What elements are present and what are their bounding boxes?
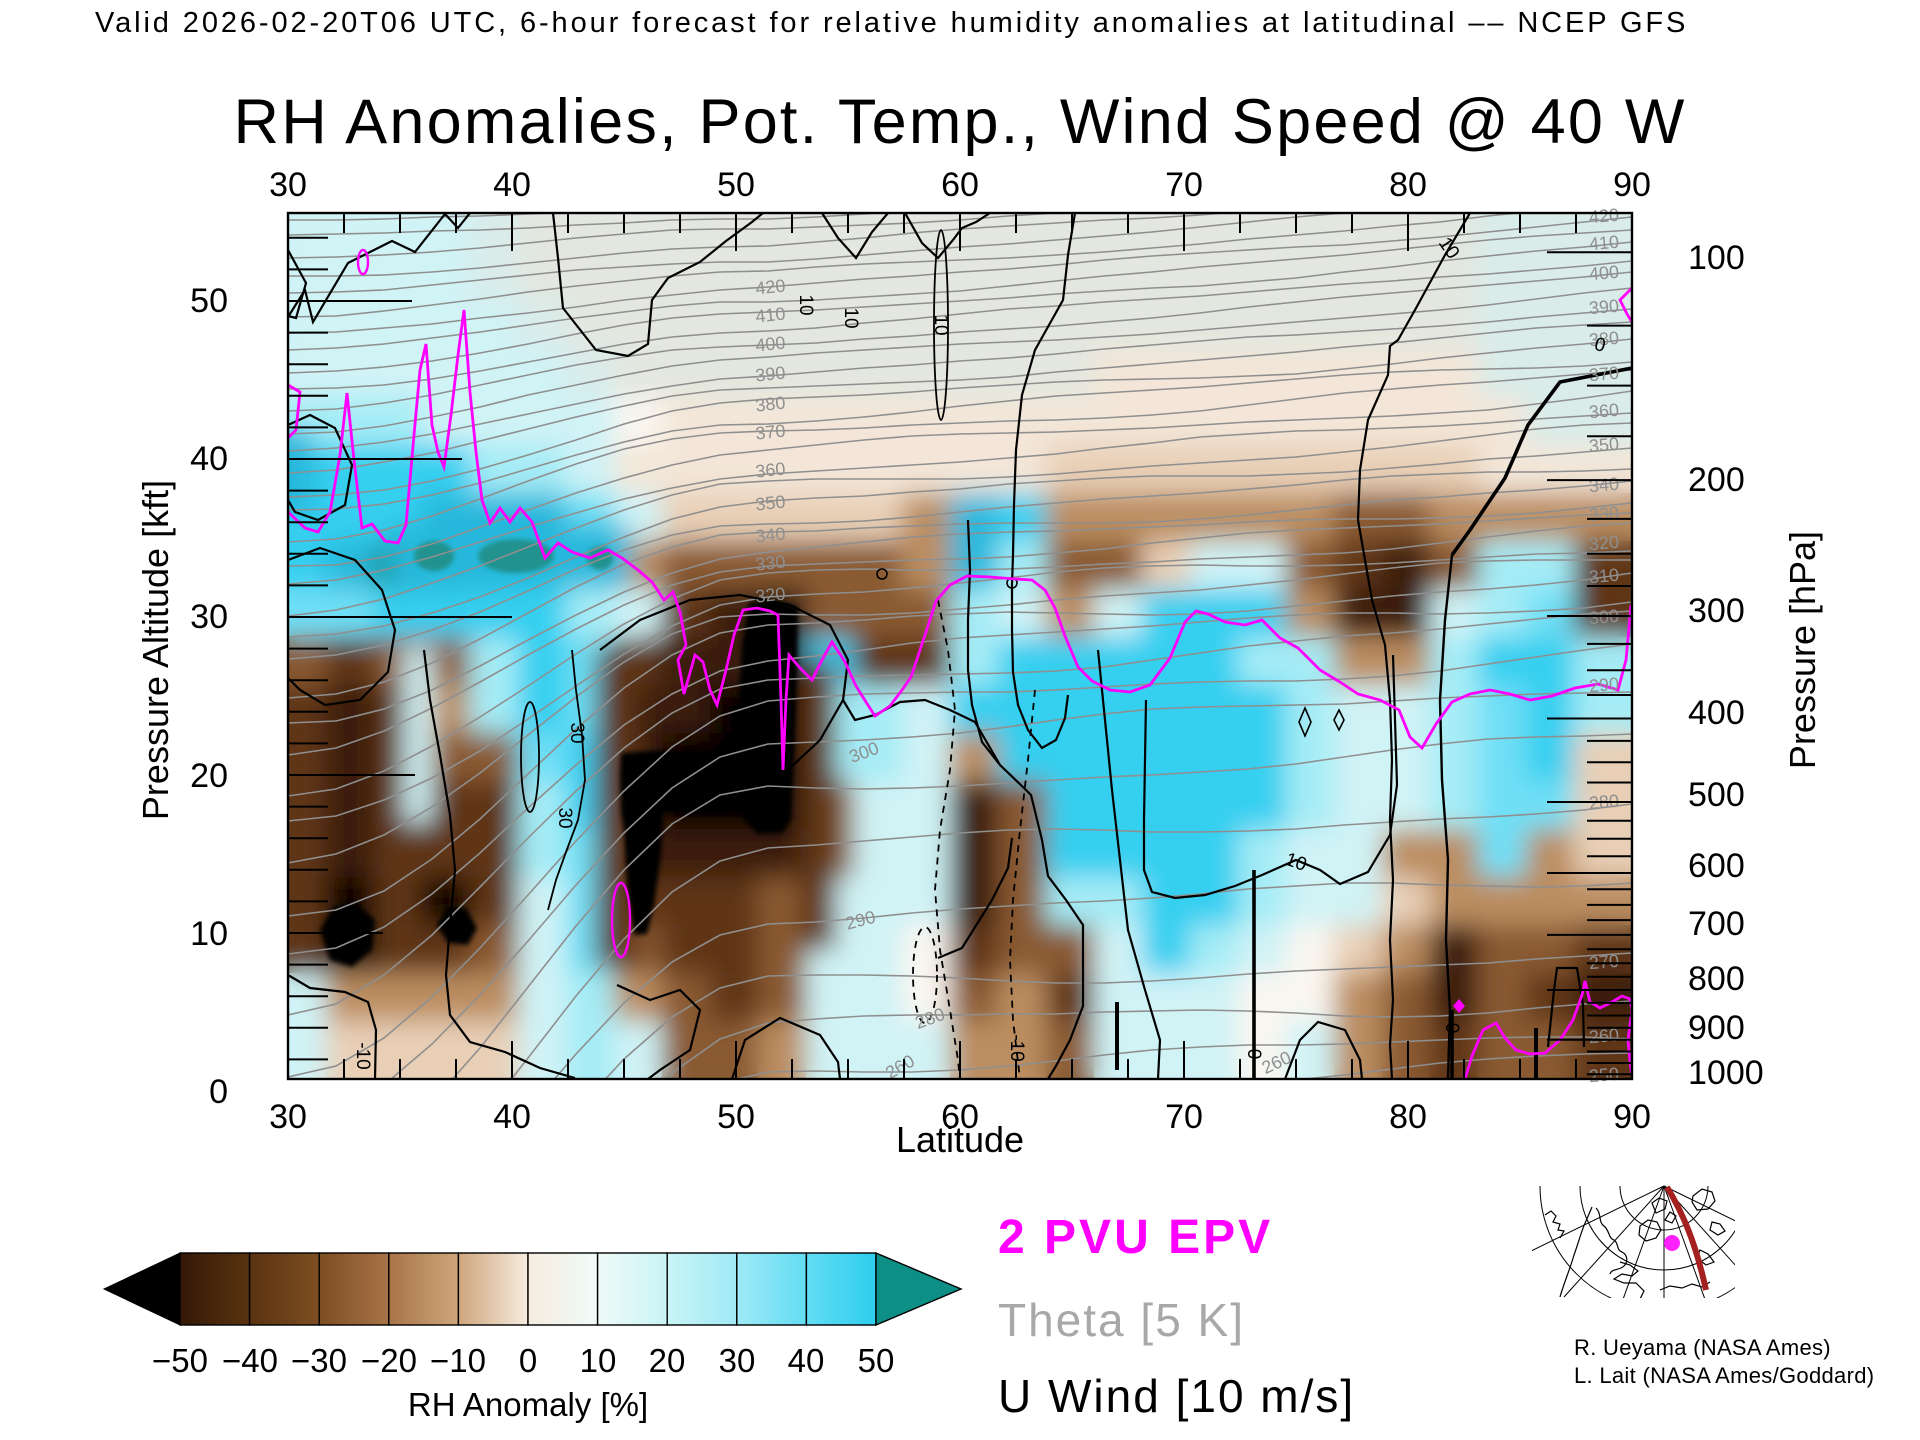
svg-text:370: 370	[1588, 363, 1620, 386]
svg-text:390: 390	[754, 363, 786, 386]
svg-text:360: 360	[1588, 400, 1620, 423]
svg-text:50: 50	[190, 282, 228, 320]
svg-text:−40: −40	[222, 1342, 278, 1379]
svg-text:350: 350	[1588, 434, 1620, 457]
svg-text:-10: -10	[1006, 1034, 1027, 1061]
svg-text:Latitude: Latitude	[896, 1119, 1024, 1160]
svg-text:R. Ueyama (NASA Ames): R. Ueyama (NASA Ames)	[1574, 1335, 1831, 1360]
svg-text:800: 800	[1688, 960, 1745, 998]
svg-text:90: 90	[1613, 1098, 1651, 1136]
svg-text:380: 380	[1588, 328, 1620, 351]
svg-text:-10: -10	[352, 1042, 373, 1069]
svg-text:10: 10	[840, 307, 861, 328]
svg-text:60: 60	[941, 166, 979, 204]
svg-text:50: 50	[717, 1098, 755, 1136]
svg-text:400: 400	[1688, 694, 1745, 732]
svg-text:380: 380	[754, 393, 786, 416]
svg-text:40: 40	[493, 1098, 531, 1136]
svg-text:10: 10	[795, 294, 816, 315]
svg-text:330: 330	[1588, 503, 1620, 526]
svg-text:0: 0	[209, 1073, 228, 1111]
svg-text:20: 20	[649, 1342, 686, 1379]
svg-text:290: 290	[1588, 674, 1620, 697]
svg-text:270: 270	[1588, 951, 1620, 974]
svg-text:0: 0	[519, 1342, 537, 1379]
svg-text:320: 320	[1588, 532, 1620, 555]
svg-text:260: 260	[1588, 1025, 1620, 1048]
svg-text:410: 410	[1588, 232, 1620, 255]
svg-text:0: 0	[1441, 1023, 1462, 1034]
svg-text:420: 420	[754, 276, 786, 299]
svg-text:30: 30	[719, 1342, 756, 1379]
svg-text:Theta [5 K]: Theta [5 K]	[998, 1294, 1245, 1346]
svg-text:Pressure Altitude [kft]: Pressure Altitude [kft]	[135, 480, 176, 820]
svg-text:1000: 1000	[1688, 1054, 1764, 1092]
svg-text:410: 410	[754, 304, 786, 327]
svg-text:30: 30	[269, 1098, 307, 1136]
svg-text:0: 0	[1592, 334, 1608, 357]
svg-text:−20: −20	[361, 1342, 417, 1379]
svg-text:10: 10	[930, 314, 951, 335]
svg-text:400: 400	[754, 333, 786, 356]
svg-text:40: 40	[190, 440, 228, 478]
svg-text:50: 50	[858, 1342, 895, 1379]
svg-text:40: 40	[788, 1342, 825, 1379]
svg-text:330: 330	[754, 552, 786, 575]
svg-text:80: 80	[1389, 1098, 1427, 1136]
svg-text:70: 70	[1165, 166, 1203, 204]
svg-text:−50: −50	[152, 1342, 208, 1379]
svg-text:40: 40	[493, 166, 531, 204]
svg-text:−10: −10	[430, 1342, 486, 1379]
svg-text:30: 30	[554, 807, 575, 828]
svg-text:400: 400	[1588, 262, 1620, 285]
svg-text:Pressure [hPa]: Pressure [hPa]	[1782, 531, 1823, 769]
svg-text:10: 10	[580, 1342, 617, 1379]
svg-text:2 PVU EPV: 2 PVU EPV	[998, 1211, 1273, 1264]
svg-text:420: 420	[1588, 205, 1620, 228]
svg-text:50: 50	[717, 166, 755, 204]
svg-text:60: 60	[941, 1098, 979, 1136]
svg-text:340: 340	[1588, 474, 1620, 497]
svg-text:20: 20	[190, 757, 228, 795]
svg-text:360: 360	[754, 459, 786, 482]
svg-text:310: 310	[1588, 565, 1620, 588]
svg-text:700: 700	[1688, 905, 1745, 943]
svg-text:10: 10	[190, 915, 228, 953]
svg-text:Valid 2026-02-20T06 UTC, 6-hou: Valid 2026-02-20T06 UTC, 6-hour forecast…	[95, 7, 1688, 39]
svg-text:370: 370	[754, 421, 786, 444]
svg-text:80: 80	[1389, 166, 1427, 204]
svg-text:30: 30	[566, 722, 587, 743]
svg-text:RH Anomalies, Pot. Temp., Wind: RH Anomalies, Pot. Temp., Wind Speed @ 4…	[234, 87, 1687, 157]
svg-text:30: 30	[269, 166, 307, 204]
svg-text:U Wind [10 m/s]: U Wind [10 m/s]	[998, 1370, 1355, 1422]
svg-text:340: 340	[754, 524, 786, 547]
svg-text:390: 390	[1588, 296, 1620, 319]
svg-text:320: 320	[754, 584, 786, 607]
svg-text:900: 900	[1688, 1009, 1745, 1047]
svg-text:RH Anomaly [%]: RH Anomaly [%]	[408, 1386, 648, 1423]
svg-text:100: 100	[1688, 239, 1745, 277]
svg-text:350: 350	[754, 492, 786, 515]
svg-text:600: 600	[1688, 847, 1745, 885]
svg-text:30: 30	[190, 598, 228, 636]
svg-text:−30: −30	[291, 1342, 347, 1379]
svg-text:90: 90	[1613, 166, 1651, 204]
svg-text:300: 300	[1688, 592, 1745, 630]
svg-text:0: 0	[1243, 1049, 1264, 1060]
svg-text:200: 200	[1688, 461, 1745, 499]
svg-text:70: 70	[1165, 1098, 1203, 1136]
svg-text:500: 500	[1688, 776, 1745, 814]
svg-text:L. Lait (NASA Ames/Goddard): L. Lait (NASA Ames/Goddard)	[1574, 1363, 1874, 1388]
